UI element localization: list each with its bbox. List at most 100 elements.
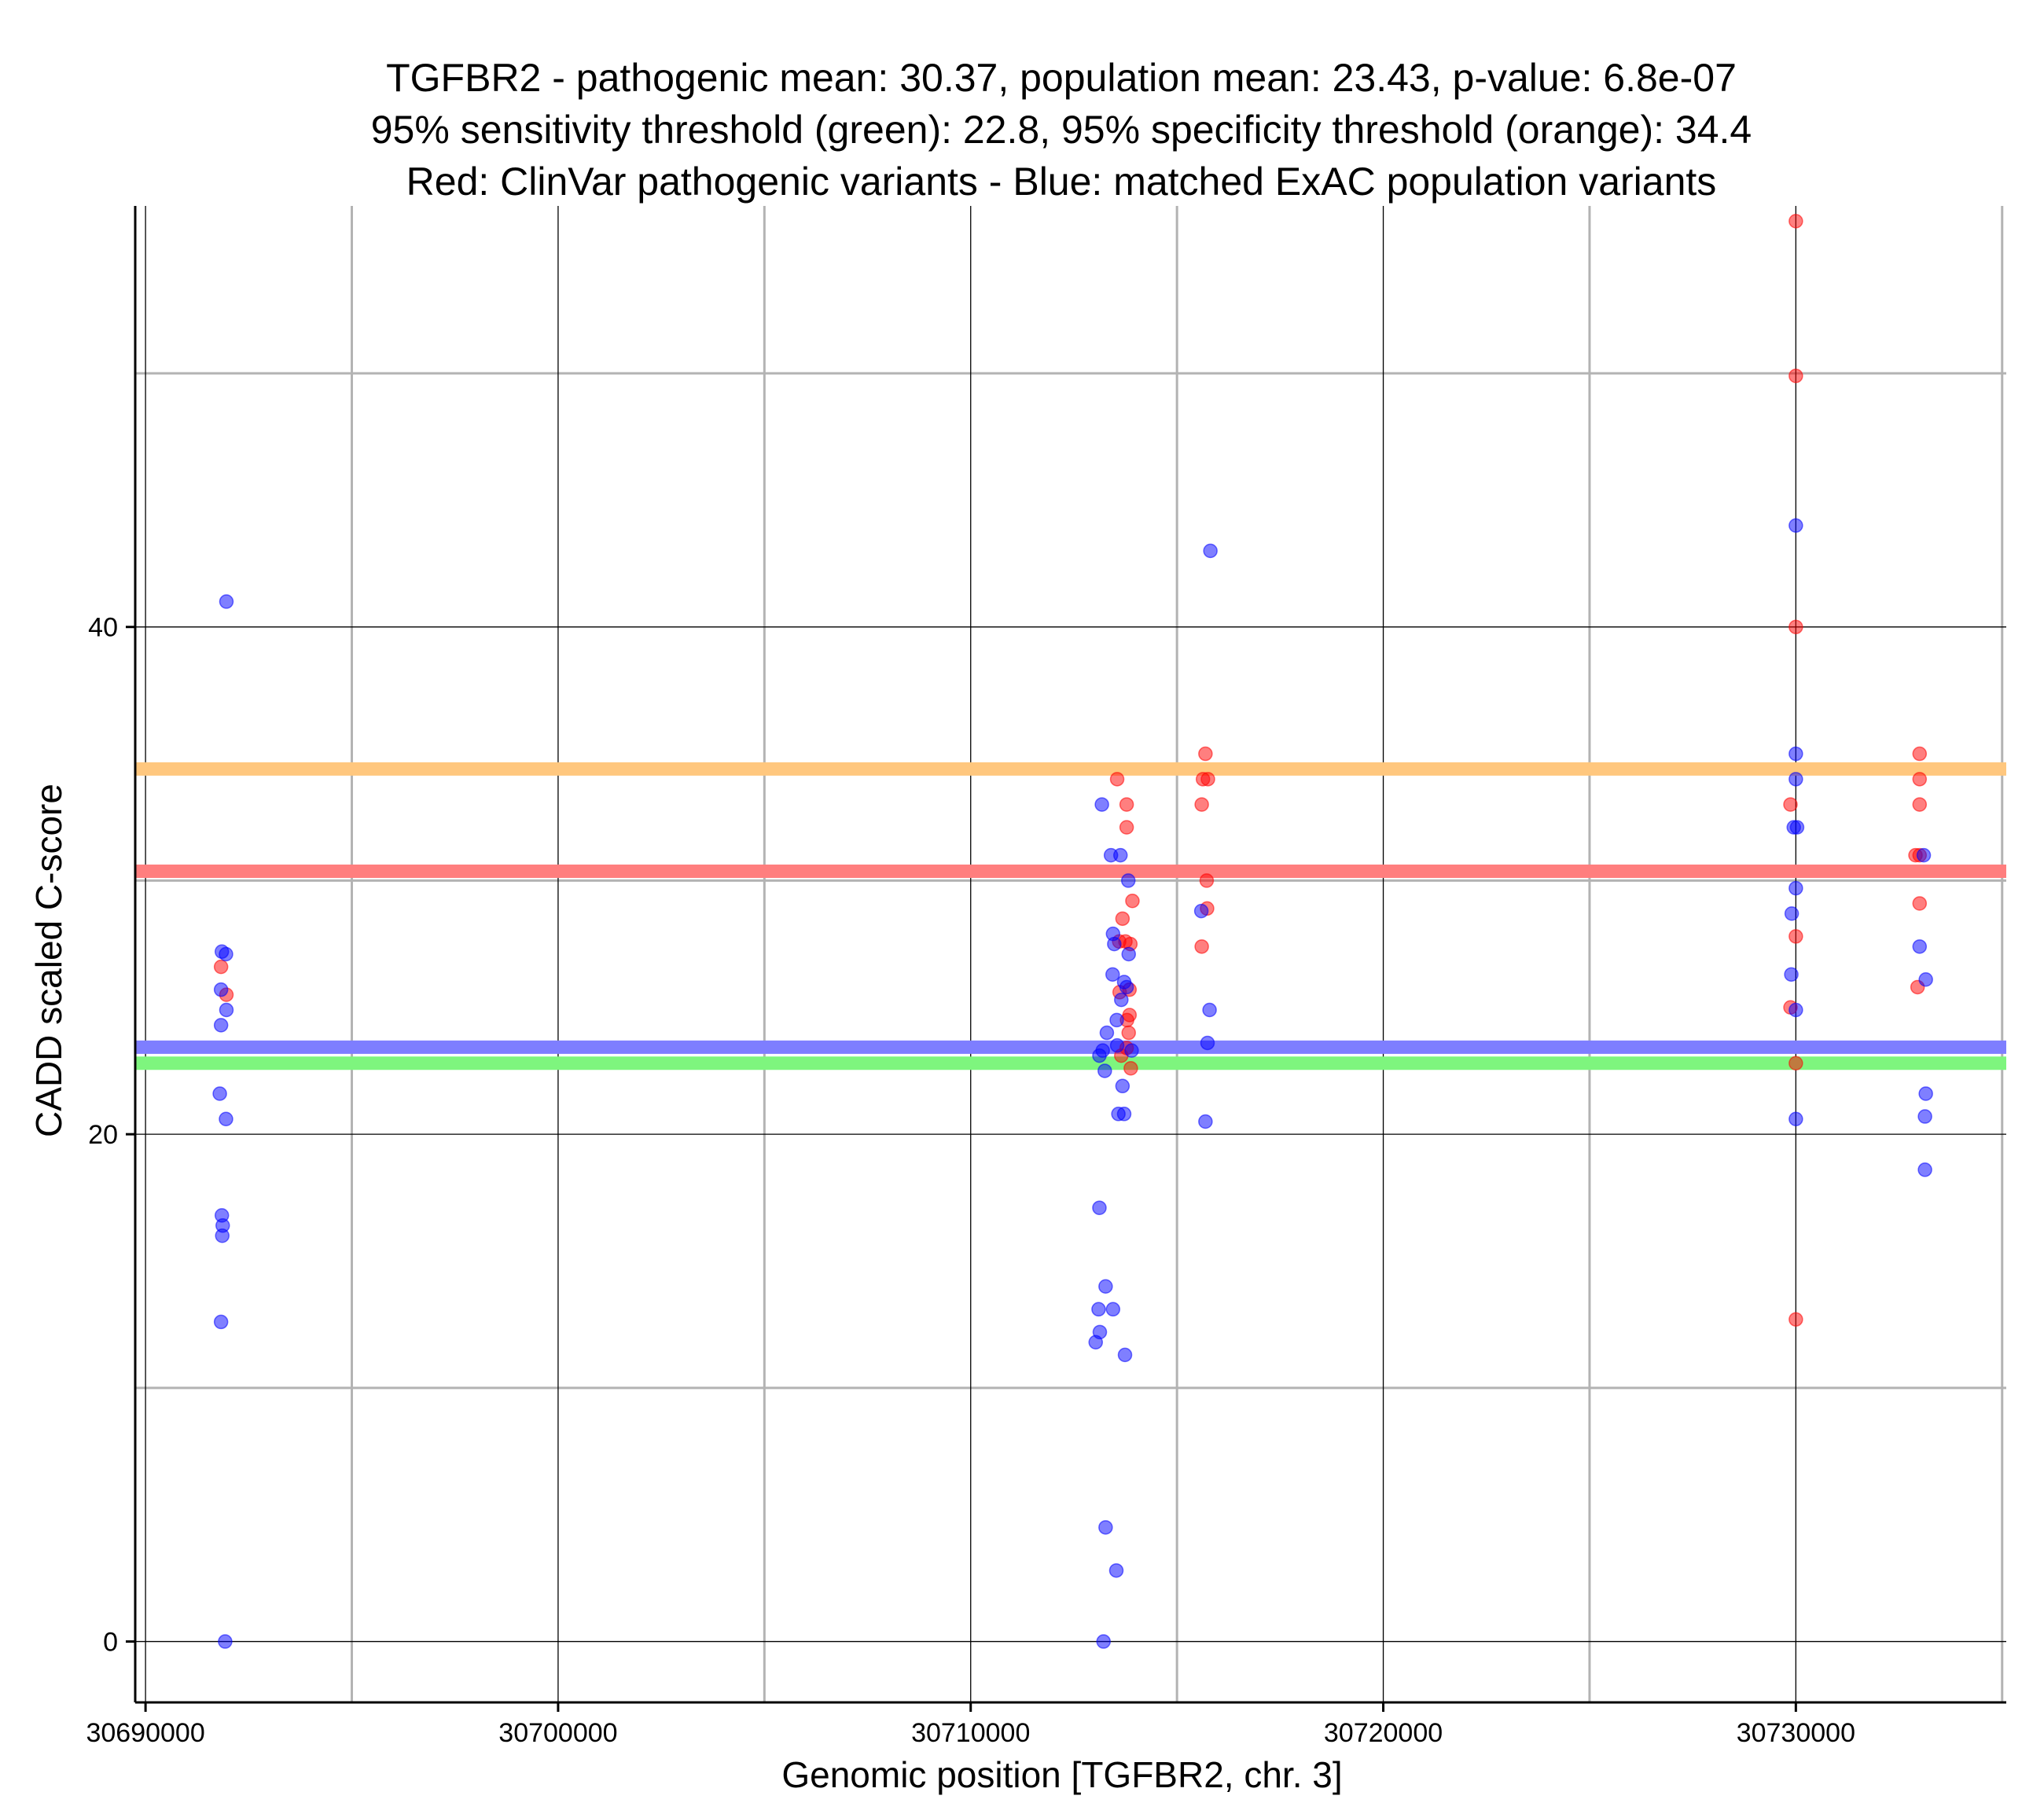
population-point (1203, 543, 1218, 559)
population-point (1109, 1037, 1125, 1053)
population-point (1105, 1302, 1121, 1317)
pathogenic-point (1788, 368, 1803, 384)
population-point (1114, 992, 1129, 1008)
population-point (1116, 1107, 1132, 1122)
pathogenic-point (1123, 1060, 1138, 1076)
x-tick-label: 30700000 (498, 1718, 617, 1748)
population-point (1193, 903, 1209, 919)
population-point (1917, 1109, 1932, 1124)
y-tick-label: 0 (103, 1628, 118, 1658)
axes (126, 206, 2006, 1712)
population-point (219, 946, 233, 962)
population-point (1092, 1048, 1107, 1063)
population-point (1789, 820, 1805, 835)
pathogenic-point (1912, 746, 1928, 762)
population-point (1200, 1035, 1215, 1051)
population-point (219, 594, 234, 609)
population-point (1124, 1043, 1139, 1058)
pathogenic-point (1194, 939, 1209, 954)
pathogenic-point (1198, 746, 1213, 762)
x-tick-label: 30690000 (86, 1718, 204, 1748)
data-points (212, 214, 1933, 1649)
pathogenic-point (1115, 911, 1130, 927)
title-line-3: Red: ClinVar pathogenic variants - Blue:… (406, 160, 1717, 204)
population-point (212, 1086, 227, 1101)
pathogenic-point (1109, 772, 1125, 787)
y-axis-title: CADD scaled C-score (28, 784, 69, 1137)
population-point (1912, 939, 1928, 954)
x-tick-label: 30710000 (911, 1718, 1030, 1748)
population-point (1098, 1520, 1113, 1535)
pathogenic-point (1119, 820, 1134, 835)
population-point (1109, 1012, 1124, 1028)
x-tick-label: 30730000 (1737, 1718, 1855, 1748)
population-point (1099, 1025, 1115, 1041)
pathogenic-point (1788, 214, 1803, 229)
pathogenic-point (213, 959, 229, 975)
population-point (213, 1314, 229, 1330)
population-point (1119, 979, 1134, 995)
population-point (1202, 1002, 1217, 1018)
title-line-2: 95% sensitivity threshold (green): 22.8,… (371, 108, 1752, 152)
population-point (213, 1018, 229, 1033)
pathogenic-point (1121, 1025, 1136, 1041)
pathogenic-point (1912, 797, 1928, 812)
pathogenic-point (1912, 896, 1928, 911)
population-point (215, 1228, 230, 1243)
population-point (1107, 936, 1122, 952)
population-point (1120, 873, 1136, 888)
population-point (1097, 1063, 1112, 1078)
pathogenic-point (1788, 1056, 1803, 1071)
population-point (1091, 1302, 1106, 1317)
threshold-lines (135, 762, 2006, 1070)
pathogenic-point (1119, 797, 1134, 812)
population-point (1784, 967, 1799, 982)
grid (135, 206, 2006, 1702)
pathogenic-point (1788, 619, 1803, 634)
population-point (1788, 772, 1803, 787)
population-point (1105, 967, 1120, 982)
pathogenic-point (1788, 1312, 1803, 1327)
population-point (1788, 746, 1803, 762)
population-point (1916, 847, 1932, 863)
population-point (1784, 906, 1800, 921)
pathogenic-point (1199, 873, 1215, 888)
population-point (1088, 1335, 1104, 1349)
pathogenic-point (1200, 772, 1215, 787)
population-point (1788, 518, 1803, 533)
population-point (1918, 1086, 1933, 1101)
population-point (219, 1002, 234, 1018)
y-tick-label: 40 (88, 613, 118, 643)
population-point (1092, 1200, 1107, 1215)
pathogenic-point (1912, 772, 1928, 787)
population-point (1096, 1634, 1111, 1649)
population-point (1198, 1114, 1213, 1129)
title-line-1: TGFBR2 - pathogenic mean: 30.37, populat… (386, 56, 1737, 100)
population-point (1115, 1078, 1130, 1094)
population-point (1788, 1002, 1803, 1018)
population-point (1788, 880, 1803, 896)
pathogenic-point (1125, 893, 1140, 909)
population-point (1121, 946, 1136, 962)
tick-labels: 30690000 30700000 30710000 30720000 30730000… (86, 613, 1855, 1748)
population-point (213, 982, 229, 997)
pathogenic-point (1788, 929, 1803, 944)
population-point (1917, 1162, 1932, 1177)
population-point (1788, 1111, 1803, 1127)
chart-title: TGFBR2 - pathogenic mean: 30.37, populat… (371, 56, 1752, 204)
population-point (219, 1111, 233, 1127)
population-point (218, 1634, 233, 1649)
population-point (1112, 847, 1128, 863)
pathogenic-point (1194, 797, 1209, 812)
population-point (1108, 1562, 1124, 1578)
y-tick-label: 20 (88, 1120, 118, 1150)
x-axis-title: Genomic position [TGFBR2, chr. 3] (781, 1754, 1342, 1795)
population-point (1094, 797, 1109, 812)
population-point (1918, 972, 1933, 987)
population-point (1098, 1279, 1113, 1294)
x-tick-label: 30720000 (1324, 1718, 1443, 1748)
population-point (1117, 1347, 1133, 1363)
pathogenic-point (1783, 797, 1798, 812)
